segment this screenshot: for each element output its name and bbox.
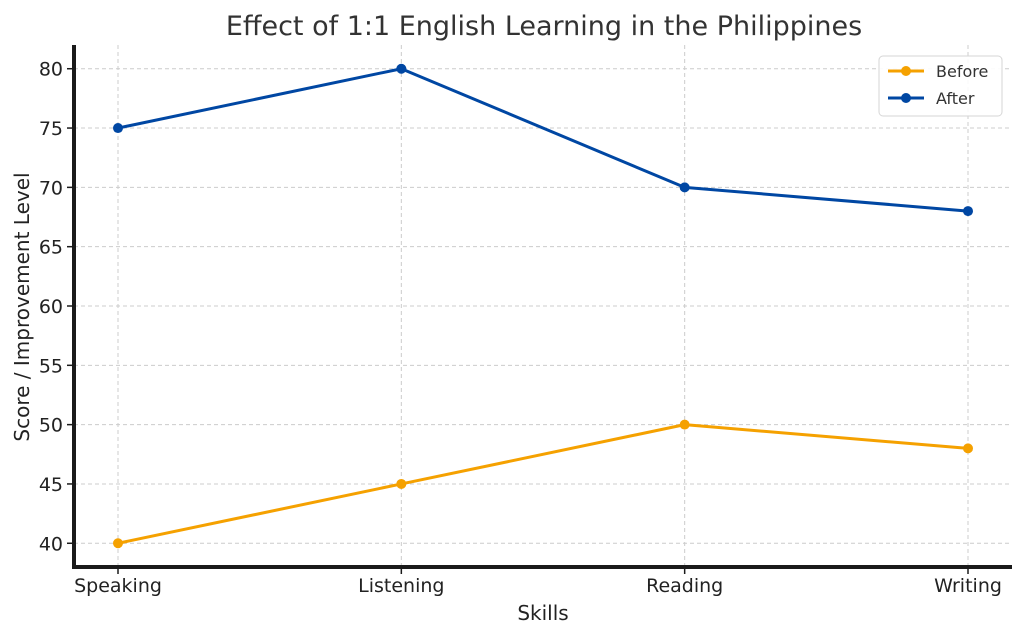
legend-swatch-marker: [901, 93, 911, 103]
data-point-after: [396, 63, 407, 74]
legend-label: Before: [936, 62, 988, 81]
series-layer: [113, 63, 973, 549]
series-line-after: [117, 67, 969, 213]
y-tick-label: 45: [39, 474, 63, 496]
grid: [74, 45, 1012, 567]
y-tick-label: 40: [39, 533, 63, 555]
legend-label: After: [936, 89, 975, 108]
legend: Before After: [878, 55, 1003, 117]
tick-labels: 40 45 50 55 60 65 70 75 80 Speaking Listening Readi…: [39, 59, 1002, 597]
y-tick-label: 75: [39, 118, 63, 140]
data-point-after: [679, 182, 690, 193]
series-after: [113, 63, 973, 217]
y-tick-label: 65: [39, 237, 63, 259]
x-tick-label: Speaking: [74, 575, 162, 597]
y-tick-label: 55: [39, 355, 63, 377]
legend-item-after: After: [888, 89, 975, 108]
y-tick-label: 60: [39, 296, 63, 318]
axes: [72, 45, 1012, 569]
legend-swatch-marker: [901, 66, 911, 76]
series-before: [113, 419, 973, 549]
data-point-before: [679, 419, 690, 430]
y-tick-label: 50: [39, 415, 63, 437]
data-point-before: [963, 443, 973, 454]
x-tick-label: Reading: [646, 575, 723, 597]
y-tick-label: 70: [39, 177, 63, 199]
chart-title: Effect of 1:1 English Learning in the Ph…: [226, 11, 862, 42]
data-point-after: [963, 206, 973, 217]
data-point-after: [113, 123, 123, 134]
x-tick-label: Writing: [934, 575, 1002, 597]
x-axis-label: Skills: [517, 601, 568, 625]
series-line-before: [117, 423, 969, 545]
y-axis-label: Score / Improvement Level: [10, 172, 34, 441]
x-tick-label: Listening: [358, 575, 444, 597]
legend-item-before: Before: [888, 62, 988, 81]
data-point-before: [396, 478, 407, 489]
y-tick-label: 80: [39, 59, 63, 81]
data-point-before: [113, 538, 123, 549]
